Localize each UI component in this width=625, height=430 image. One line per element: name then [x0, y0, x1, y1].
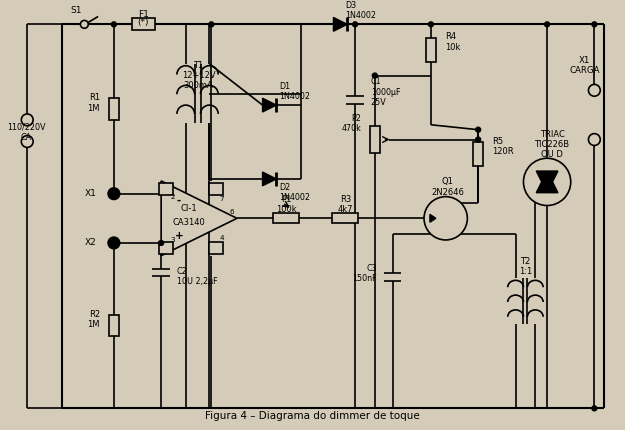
Text: T1
12+12V
300mA: T1 12+12V 300mA	[182, 61, 216, 90]
Text: S1: S1	[71, 6, 82, 15]
Circle shape	[429, 22, 433, 27]
Polygon shape	[161, 181, 237, 256]
Text: D1
1N4002: D1 1N4002	[279, 82, 310, 101]
Text: R1
1M: R1 1M	[88, 93, 100, 113]
Bar	[473, 142, 483, 166]
Text: Q1
2N2646: Q1 2N2646	[431, 177, 464, 197]
Text: C1
1000μF
25V: C1 1000μF 25V	[371, 77, 401, 107]
Text: P1
100k: P1 100k	[276, 195, 296, 214]
Circle shape	[81, 20, 88, 28]
Text: P2
470k: P2 470k	[341, 114, 361, 133]
Text: T2
1:1: T2 1:1	[519, 257, 532, 276]
Circle shape	[352, 22, 357, 27]
Bar	[159, 183, 173, 195]
Bar	[109, 98, 119, 120]
Text: CI-1: CI-1	[181, 204, 197, 213]
Polygon shape	[262, 98, 276, 112]
Circle shape	[544, 22, 549, 27]
Circle shape	[476, 127, 481, 132]
Bar	[273, 213, 299, 223]
Bar	[426, 38, 436, 62]
Circle shape	[108, 188, 120, 200]
Text: X1: X1	[84, 189, 96, 198]
Circle shape	[111, 22, 116, 27]
Circle shape	[589, 84, 600, 96]
Text: 4: 4	[220, 235, 224, 241]
Polygon shape	[536, 171, 558, 193]
Circle shape	[108, 237, 120, 249]
Circle shape	[209, 22, 214, 27]
Circle shape	[476, 137, 481, 142]
Text: R4
10k: R4 10k	[445, 32, 460, 52]
Polygon shape	[262, 172, 276, 186]
Bar	[332, 213, 358, 223]
Text: X1
CARGA: X1 CARGA	[569, 56, 600, 75]
Polygon shape	[536, 171, 558, 193]
Circle shape	[159, 240, 164, 246]
Text: F1: F1	[138, 10, 149, 19]
Polygon shape	[334, 18, 348, 31]
Circle shape	[592, 406, 597, 411]
Text: CA3140: CA3140	[173, 218, 205, 227]
Text: -: -	[177, 196, 181, 206]
Text: +: +	[174, 231, 183, 241]
Bar	[209, 183, 223, 195]
Circle shape	[589, 134, 600, 145]
Text: R2
1M: R2 1M	[88, 310, 100, 329]
Text: TRIAC
TIC226B
OU D: TRIAC TIC226B OU D	[534, 129, 569, 160]
Circle shape	[21, 114, 33, 126]
Text: X2: X2	[84, 238, 96, 247]
Text: 110/220V
CA: 110/220V CA	[7, 123, 46, 142]
Text: 3: 3	[171, 237, 175, 243]
Text: 2: 2	[171, 194, 175, 200]
Bar	[209, 242, 223, 254]
Text: R3
4k7: R3 4k7	[338, 195, 353, 214]
Circle shape	[21, 135, 33, 147]
Text: 7: 7	[220, 196, 224, 202]
Text: C2
10U 2,2μF: C2 10U 2,2μF	[177, 267, 217, 286]
Circle shape	[372, 73, 378, 78]
Bar	[370, 126, 380, 154]
Text: Figura 4 – Diagrama do dimmer de toque: Figura 4 – Diagrama do dimmer de toque	[206, 411, 420, 421]
Text: D3
1N4002: D3 1N4002	[345, 1, 376, 20]
Polygon shape	[430, 215, 436, 222]
Text: D2
1N4002: D2 1N4002	[279, 183, 310, 203]
Text: C3
150nF: C3 150nF	[352, 264, 377, 283]
Text: 6: 6	[230, 209, 234, 215]
Text: (*): (*)	[138, 18, 149, 27]
Circle shape	[424, 197, 468, 240]
Bar	[132, 18, 155, 30]
Text: R5
120R: R5 120R	[492, 137, 514, 156]
Bar	[159, 242, 173, 254]
Circle shape	[524, 158, 571, 206]
Bar	[109, 315, 119, 336]
Circle shape	[592, 22, 597, 27]
